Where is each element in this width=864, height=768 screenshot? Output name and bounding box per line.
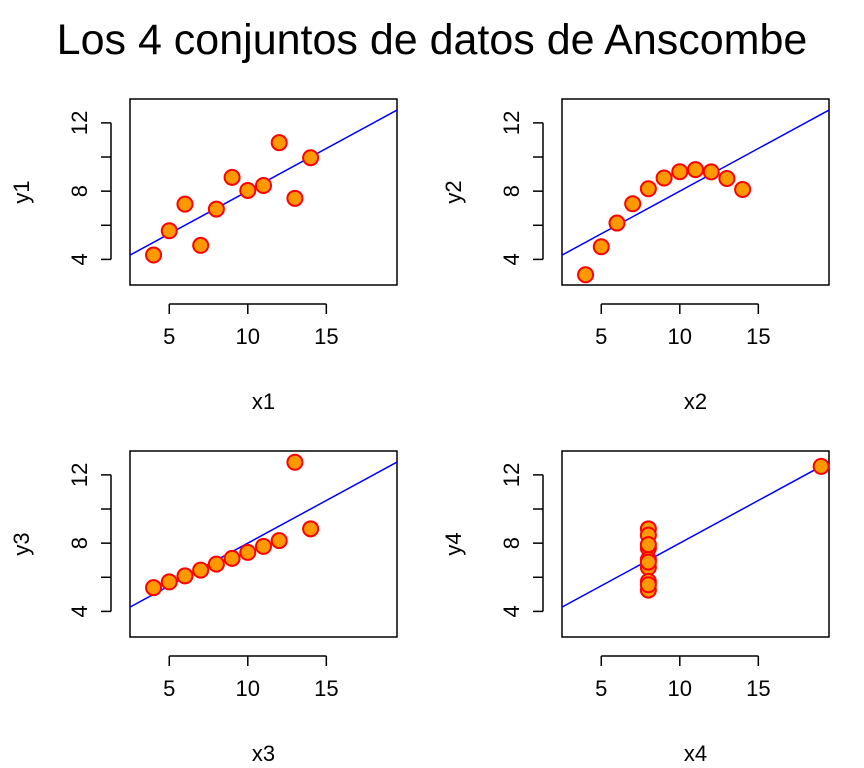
data-point — [223, 168, 241, 186]
data-point — [176, 195, 194, 213]
x-axis-label: x4 — [684, 741, 707, 766]
panel-1: 5 10 15 4 8 12 x1 y1 — [9, 98, 398, 414]
plot-frame — [129, 98, 398, 286]
data-point — [655, 169, 673, 187]
y-tick-label: 8 — [67, 185, 92, 197]
x-tick-label: 15 — [314, 676, 338, 701]
data-point — [160, 573, 178, 591]
data-point — [592, 238, 610, 256]
data-point — [160, 222, 178, 240]
data-point — [302, 149, 320, 167]
x-tick-label: 10 — [668, 324, 692, 349]
data-point — [639, 536, 657, 554]
data-point — [207, 200, 225, 218]
data-point — [270, 134, 288, 152]
y-tick-label: 8 — [67, 537, 92, 549]
y-axis-label: y3 — [9, 532, 34, 555]
x-tick-label: 15 — [746, 324, 770, 349]
x-tick-label: 5 — [163, 676, 175, 701]
data-point — [687, 161, 704, 179]
x-axis-label: x1 — [252, 389, 275, 414]
data-point — [145, 246, 163, 264]
data-point — [812, 457, 830, 475]
x-tick-label: 5 — [595, 676, 607, 701]
data-point — [192, 236, 210, 254]
plot-frame — [129, 450, 398, 638]
data-point — [639, 180, 657, 198]
x-tick-label: 10 — [236, 324, 260, 349]
y-tick-label: 12 — [499, 463, 524, 487]
data-point — [286, 189, 304, 207]
data-point — [718, 170, 736, 188]
panel-3: 5 10 15 4 8 12 x3 y3 — [9, 450, 398, 766]
data-point — [639, 553, 657, 571]
y-tick-label: 12 — [499, 111, 524, 135]
data-point — [608, 214, 626, 232]
regression-line — [562, 461, 829, 608]
data-point — [192, 561, 210, 579]
data-point — [702, 163, 720, 181]
y-axis-label: y4 — [441, 532, 466, 555]
data-point — [239, 543, 257, 561]
x-tick-label: 10 — [668, 676, 692, 701]
panel-2: 5 10 15 4 8 12 x2 y2 — [441, 98, 830, 414]
x-tick-label: 5 — [595, 324, 607, 349]
regression-line — [562, 109, 829, 256]
data-point — [639, 576, 657, 594]
data-point — [176, 567, 194, 585]
x-tick-label: 15 — [314, 324, 338, 349]
data-point — [577, 266, 595, 284]
panel-4: 5 10 15 4 8 12 x4 y4 — [441, 450, 830, 766]
y-tick-label: 12 — [67, 111, 92, 135]
data-point — [239, 181, 257, 199]
data-point — [671, 163, 689, 181]
y-axis-label: y2 — [441, 180, 466, 203]
data-point — [145, 579, 163, 597]
data-point — [734, 180, 752, 198]
x-tick-label: 5 — [163, 324, 175, 349]
x-axis-label: x2 — [684, 389, 707, 414]
x-axis-label: x3 — [252, 741, 275, 766]
chart-title: Los 4 conjuntos de datos de Anscombe — [56, 16, 808, 64]
data-point — [255, 177, 272, 195]
x-tick-label: 10 — [236, 676, 260, 701]
y-tick-label: 4 — [499, 605, 524, 617]
y-tick-label: 4 — [67, 253, 92, 265]
data-point — [624, 195, 642, 213]
y-tick-label: 4 — [67, 605, 92, 617]
data-point — [302, 520, 320, 538]
data-point — [255, 537, 272, 555]
data-point — [286, 453, 304, 471]
data-point — [223, 549, 241, 567]
plot-frame — [561, 98, 830, 286]
data-point — [270, 532, 288, 550]
y-tick-label: 4 — [499, 253, 524, 265]
y-tick-label: 8 — [499, 537, 524, 549]
data-point — [207, 555, 225, 573]
y-axis-label: y1 — [9, 180, 34, 203]
y-tick-label: 12 — [67, 463, 92, 487]
x-tick-label: 15 — [746, 676, 770, 701]
y-tick-label: 8 — [499, 185, 524, 197]
plot-frame — [561, 450, 830, 638]
